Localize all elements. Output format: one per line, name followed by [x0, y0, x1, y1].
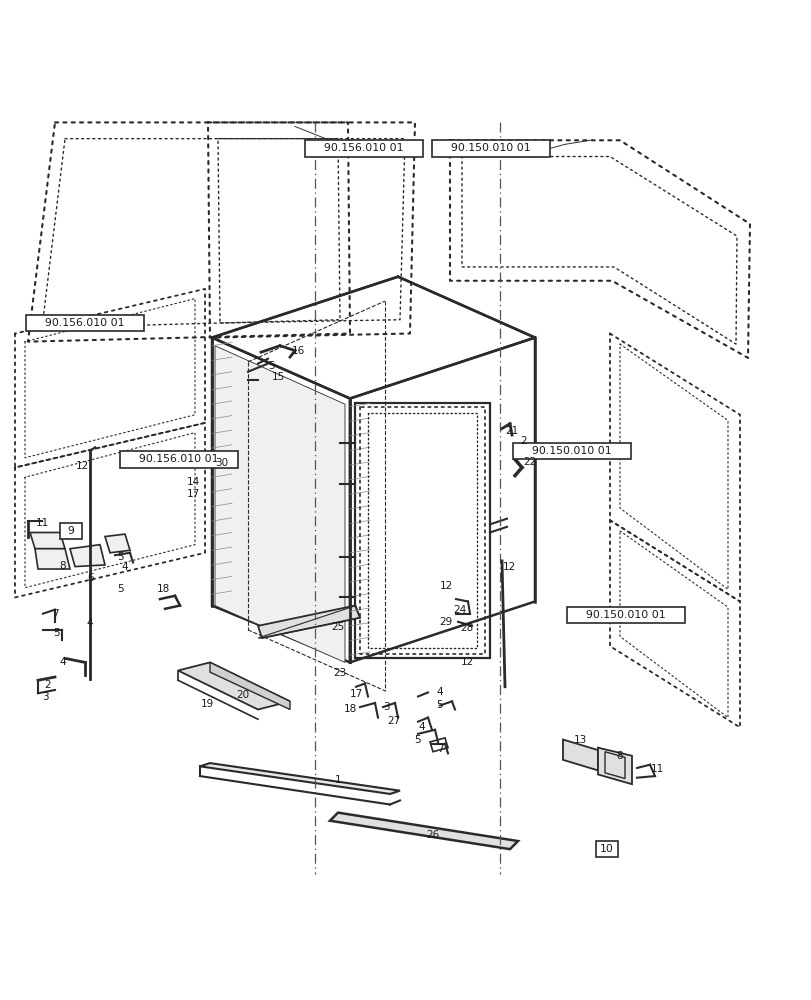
Text: 4: 4 [122, 562, 128, 572]
Text: 5: 5 [414, 735, 421, 745]
Polygon shape [329, 813, 517, 849]
Text: 17: 17 [349, 689, 363, 699]
Polygon shape [597, 748, 631, 784]
Text: 90.156.010 01: 90.156.010 01 [139, 454, 218, 464]
Text: 5: 5 [436, 700, 443, 710]
Text: 3: 3 [382, 702, 388, 712]
Text: 13: 13 [573, 735, 586, 745]
Text: 12: 12 [75, 461, 88, 471]
Polygon shape [35, 549, 70, 569]
Text: 29: 29 [439, 617, 452, 627]
Text: 7: 7 [52, 609, 58, 619]
Text: 4: 4 [436, 687, 443, 697]
FancyBboxPatch shape [513, 443, 630, 459]
Text: 10: 10 [599, 844, 613, 854]
FancyBboxPatch shape [595, 841, 617, 857]
Text: 21: 21 [504, 426, 518, 436]
FancyBboxPatch shape [120, 451, 238, 468]
Text: 9: 9 [67, 526, 75, 536]
Text: 23: 23 [333, 668, 346, 678]
Text: 12: 12 [439, 581, 452, 591]
Polygon shape [200, 763, 400, 794]
Text: 25: 25 [331, 622, 344, 632]
FancyBboxPatch shape [26, 315, 144, 331]
Text: 5: 5 [117, 584, 123, 594]
Text: 16: 16 [291, 346, 304, 356]
Text: 19: 19 [200, 699, 213, 709]
Text: 7: 7 [436, 744, 443, 754]
Text: 5: 5 [117, 552, 123, 562]
FancyBboxPatch shape [60, 523, 82, 539]
Text: 4: 4 [418, 722, 425, 732]
Text: 11: 11 [650, 764, 663, 774]
Text: 30: 30 [215, 458, 228, 468]
Text: 90.156.010 01: 90.156.010 01 [45, 318, 125, 328]
Text: 8: 8 [60, 561, 67, 571]
Text: 18: 18 [157, 584, 169, 594]
Text: 4: 4 [60, 657, 67, 667]
FancyBboxPatch shape [431, 140, 549, 157]
Text: 15: 15 [271, 372, 285, 382]
Polygon shape [105, 534, 130, 553]
Polygon shape [562, 740, 597, 770]
Text: 20: 20 [236, 690, 249, 700]
Text: 28: 28 [460, 623, 473, 633]
Text: 22: 22 [523, 457, 536, 467]
Text: 2: 2 [45, 680, 51, 690]
Polygon shape [70, 545, 105, 567]
Text: 26: 26 [426, 830, 439, 840]
Text: 27: 27 [387, 716, 400, 726]
Text: 90.150.010 01: 90.150.010 01 [451, 143, 530, 153]
Polygon shape [210, 662, 290, 709]
Text: 90.156.010 01: 90.156.010 01 [324, 143, 403, 153]
FancyBboxPatch shape [566, 607, 684, 623]
Text: 90.150.010 01: 90.150.010 01 [586, 610, 665, 620]
Text: 11: 11 [36, 518, 49, 528]
Polygon shape [178, 662, 290, 709]
Text: 12: 12 [460, 657, 473, 667]
Polygon shape [258, 606, 359, 638]
Text: 6: 6 [88, 573, 94, 583]
FancyBboxPatch shape [305, 140, 423, 157]
Text: 8: 8 [616, 751, 623, 761]
Text: 18: 18 [343, 704, 356, 714]
Text: 90.150.010 01: 90.150.010 01 [531, 446, 611, 456]
Text: 17: 17 [187, 489, 200, 499]
Text: 3: 3 [41, 692, 48, 702]
Text: 1: 1 [334, 775, 341, 785]
Text: 5: 5 [54, 628, 60, 638]
Text: 12: 12 [502, 562, 515, 572]
Polygon shape [215, 346, 345, 662]
Polygon shape [30, 532, 65, 549]
Text: 5: 5 [268, 361, 275, 371]
Text: 24: 24 [453, 605, 466, 615]
Text: 14: 14 [187, 477, 200, 487]
Text: 4: 4 [87, 618, 93, 628]
Text: 2: 2 [520, 436, 526, 446]
